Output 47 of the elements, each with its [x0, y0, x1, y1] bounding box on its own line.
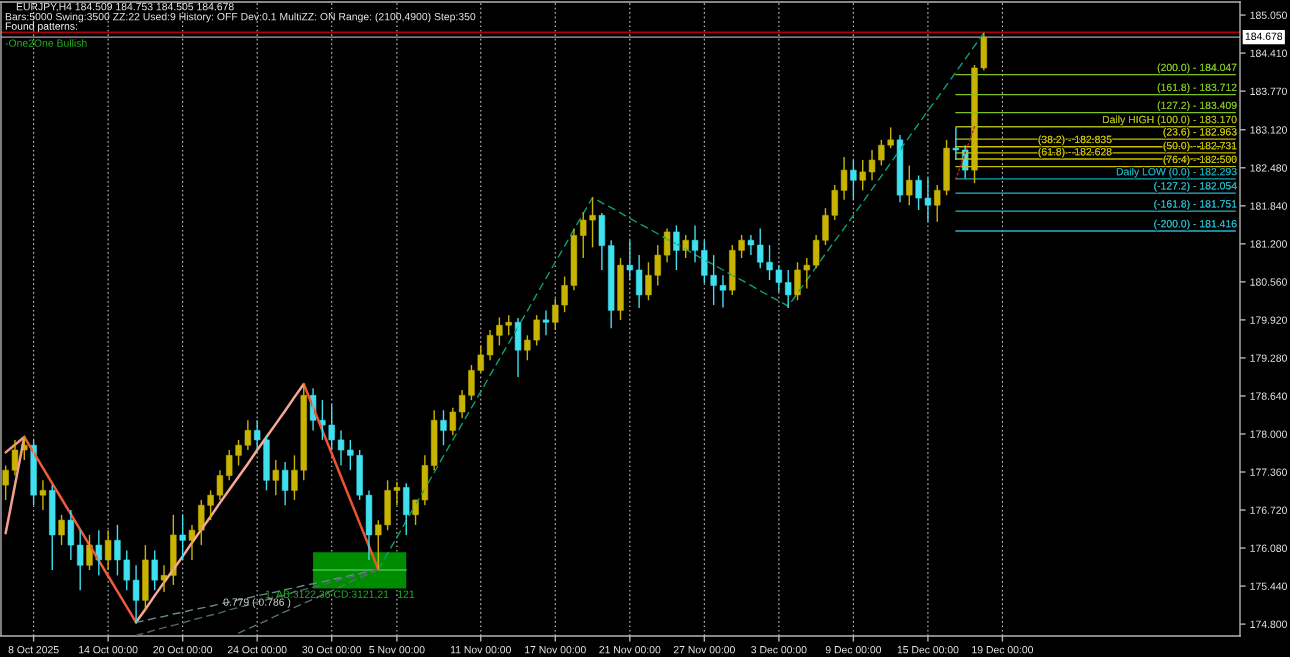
- x-tick-label: 17 Nov 00:00: [525, 646, 586, 654]
- annotation: Found patterns:: [5, 22, 78, 32]
- series-label: Daily HIGH (100.0) - 183.170: [1102, 115, 1237, 126]
- y-tick-label: 174.800: [1250, 620, 1287, 628]
- y-tick-label: 181.840: [1250, 202, 1287, 210]
- x-tick-label: 27 Nov 00:00: [673, 646, 735, 654]
- y-tick-label: 178.000: [1250, 430, 1287, 438]
- y-tick-label: 179.920: [1250, 316, 1287, 324]
- x-tick-label: 24 Oct 00:00: [227, 646, 287, 654]
- series-label: (200.0) - 184.047: [1157, 63, 1237, 74]
- series-label: (-161.8) - 181.751: [1154, 199, 1237, 210]
- y-tick-label: 177.360: [1250, 468, 1287, 476]
- x-tick-label: 15 Dec 00:00: [897, 646, 959, 654]
- series-label: (23.6) - 182.963: [1163, 127, 1237, 138]
- x-tick-label: 5 Nov 00:00: [369, 646, 425, 654]
- x-tick-label: 14 Oct 00:00: [79, 646, 138, 654]
- y-tick-label: 176.720: [1250, 506, 1287, 514]
- x-tick-label: 19 Dec 00:00: [972, 646, 1034, 654]
- ref-line-label: 184.678: [1245, 32, 1283, 40]
- x-tick-label: 8 Oct 2025: [8, 646, 59, 654]
- annotation: 121: [398, 590, 415, 598]
- x-tick-label: 20 Oct 00:00: [153, 646, 213, 654]
- y-tick-label: 184.410: [1250, 49, 1287, 57]
- y-tick-label: 182.480: [1250, 164, 1287, 172]
- x-tick-label: 30 Oct 00:00: [302, 646, 362, 654]
- text: Bars:5000 Swing:3500 ZZ:22 Used:9 History: OFF Dev:0.1 MultiZZ: ON Range: (2100,4900) Step:350: [5, 12, 476, 23]
- series-label: (161.8) - 183.712: [1157, 83, 1237, 94]
- y-tick-label: 185.050: [1250, 11, 1287, 19]
- annotation: -One2One Bullish: [5, 39, 87, 47]
- y-tick-label: 175.440: [1250, 582, 1287, 590]
- y-tick-label: 178.640: [1250, 392, 1287, 400]
- x-tick-label: 9 Dec 00:00: [825, 646, 882, 654]
- y-tick-label: 183.120: [1250, 126, 1287, 134]
- series-label: (-127.2) - 182.054: [1154, 181, 1237, 192]
- x-tick-label: 21 Nov 00:00: [599, 646, 661, 654]
- series-label: (-200.0) - 181.416: [1154, 219, 1237, 230]
- y-tick-label: 181.200: [1250, 240, 1287, 248]
- y-tick-label: 176.080: [1250, 544, 1287, 552]
- series-label: (127.2) - 183.409: [1157, 101, 1237, 112]
- chart-title: EURJPY,H4 184.509 184.753 184.505 184.678: [16, 2, 234, 12]
- series-label: Daily LOW (0.0) - 182.293: [1116, 167, 1237, 178]
- x-tick-label: 11 Nov 00:00: [450, 646, 511, 654]
- y-tick-label: 179.280: [1250, 354, 1287, 362]
- annotation: 0.779 ( 0.786 ): [223, 598, 291, 608]
- x-tick-label: 3 Dec 00:00: [751, 646, 807, 654]
- y-tick-label: 183.770: [1250, 87, 1287, 96]
- y-tick-label: 180.560: [1250, 278, 1287, 286]
